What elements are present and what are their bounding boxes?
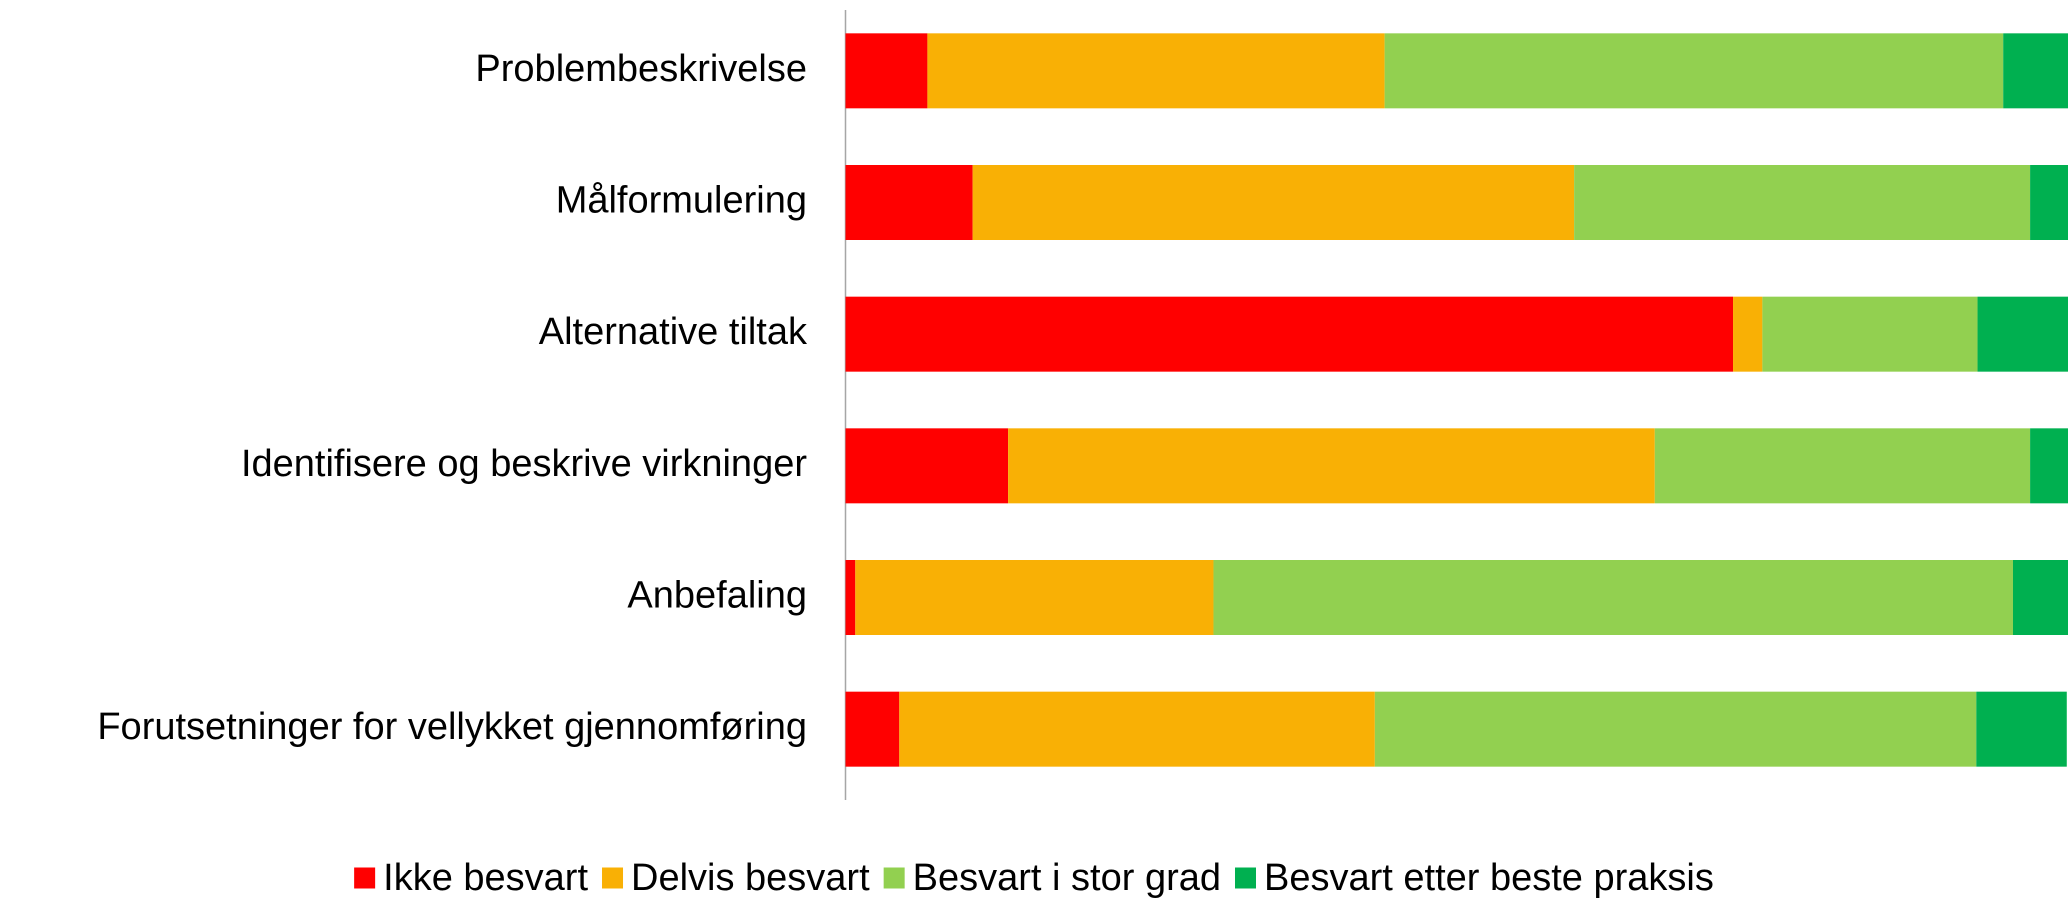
bar-segment (2012, 560, 2068, 635)
bar-segment (845, 691, 900, 767)
bar-segment (855, 560, 1214, 635)
bar-segment (845, 560, 856, 635)
bar-segment (1976, 691, 2067, 767)
legend-swatch (1235, 867, 1256, 889)
legend-label: Delvis besvart (631, 857, 870, 899)
y-tick-label: Målformulering (556, 180, 807, 222)
bar-segment (972, 165, 1575, 240)
bar-segment (1654, 428, 2031, 504)
legend-label: Ikke besvart (383, 857, 588, 899)
bar-segment (2030, 165, 2068, 240)
bar-segment (2030, 428, 2068, 504)
y-tick-label: Alternative tiltak (539, 311, 808, 353)
bar-segment (1008, 428, 1655, 504)
bar-segment (845, 33, 928, 109)
bar-segment (1574, 165, 2031, 240)
legend-label: Besvart etter beste praksis (1264, 857, 1714, 899)
bar-segment (1733, 296, 1763, 372)
bar-segment (927, 33, 1385, 109)
bar-segment (845, 165, 973, 240)
legend-label: Besvart i stor grad (913, 857, 1221, 899)
bar-segment (1374, 691, 1977, 767)
y-tick-label: Anbefaling (627, 575, 807, 617)
y-tick-label: Problembeskrivelse (475, 48, 807, 90)
y-tick-label: Forutsetninger for vellykket gjennomføri… (97, 706, 807, 748)
bar-segment (2003, 33, 2068, 109)
bar-segment (845, 296, 1734, 372)
bar-segment (1762, 296, 1978, 372)
bar-segment (1384, 33, 2004, 109)
bar-segment (845, 428, 1009, 504)
y-tick-label: Identifisere og beskrive virkninger (241, 443, 807, 485)
legend-swatch (602, 867, 624, 889)
bar-segment (1977, 296, 2068, 372)
bar-segment (1213, 560, 2013, 635)
bar-segment (899, 691, 1375, 767)
legend-swatch (354, 867, 376, 889)
legend-swatch (883, 867, 905, 889)
